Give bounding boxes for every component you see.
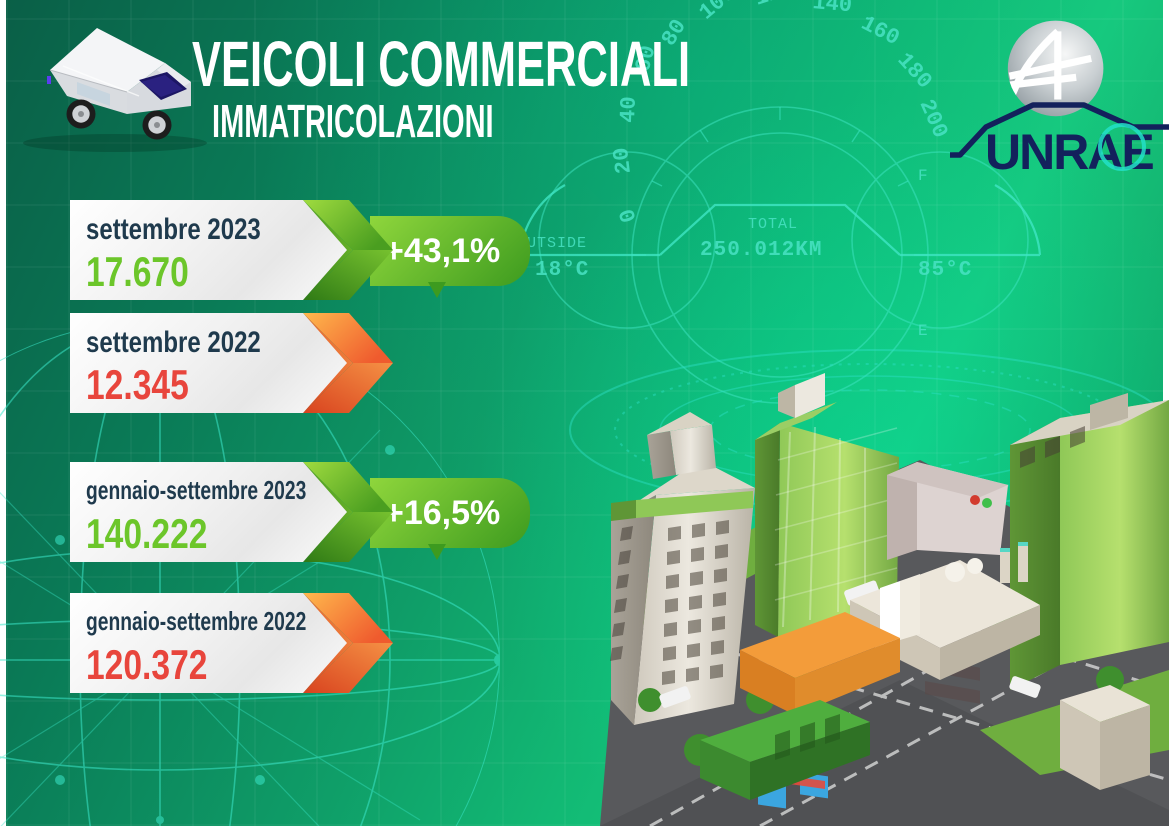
svg-text:UNRAE: UNRAE	[985, 124, 1153, 180]
